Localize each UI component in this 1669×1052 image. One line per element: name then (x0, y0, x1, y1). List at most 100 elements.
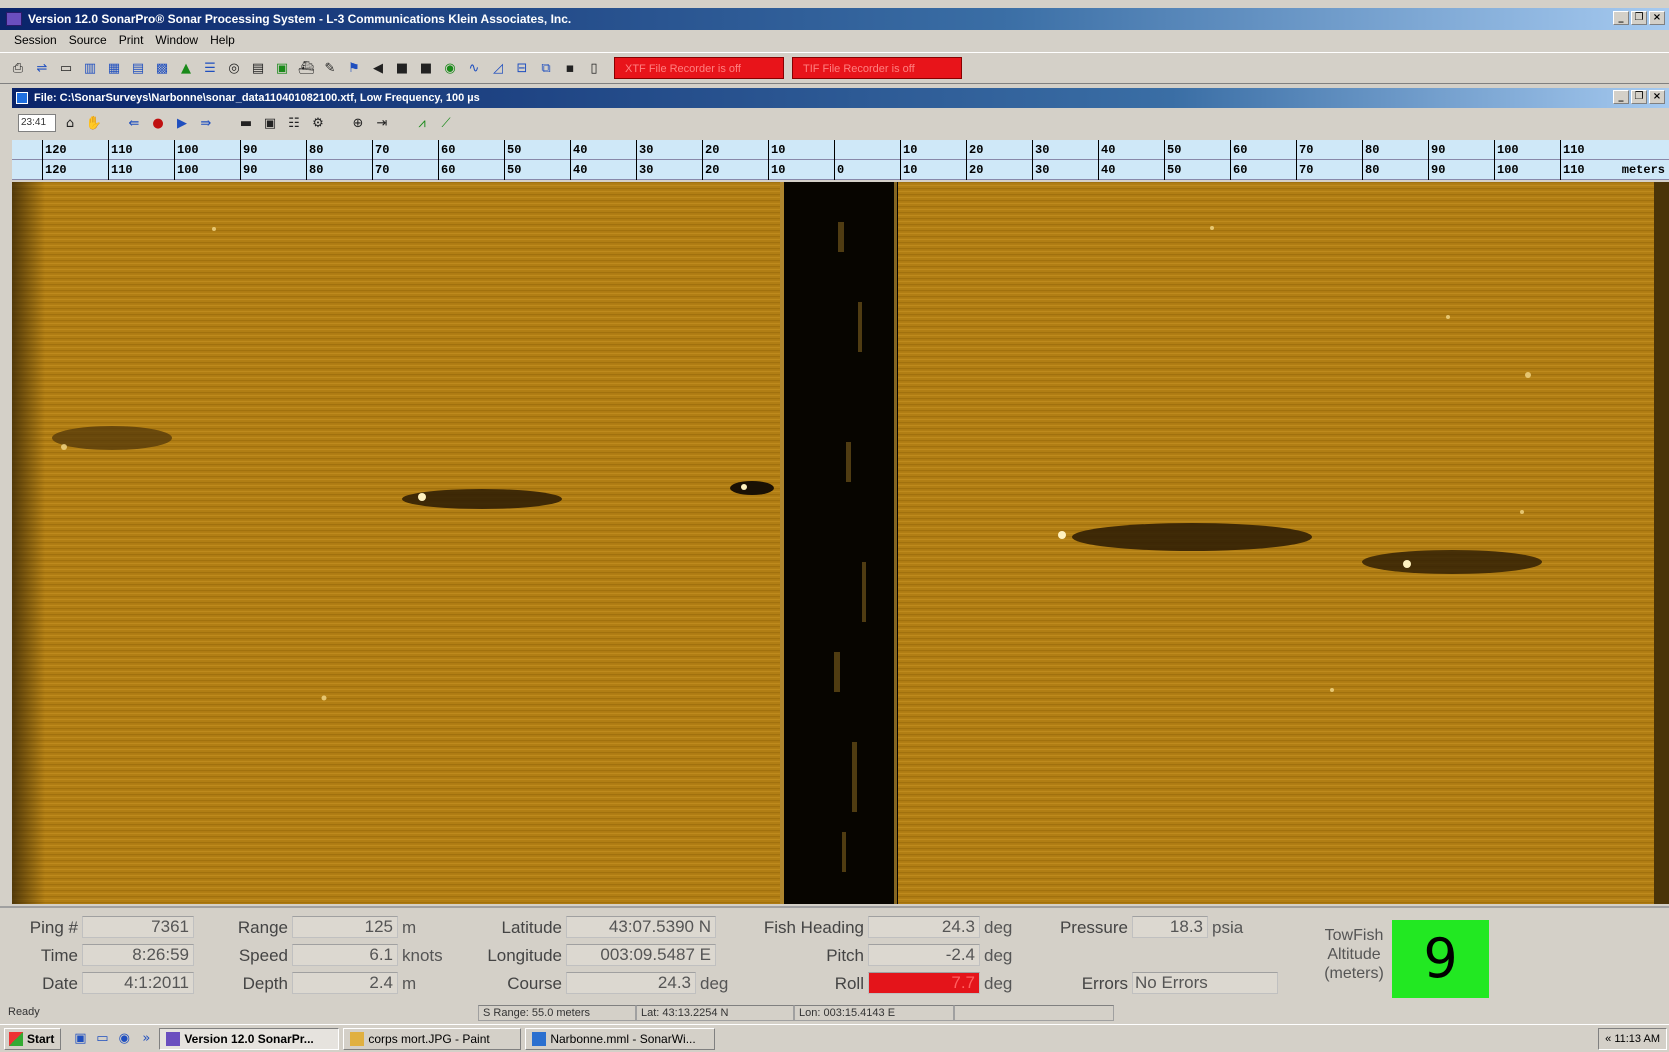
menu-help[interactable]: Help (210, 33, 235, 47)
fish-heading-label: Fish Heading (763, 918, 864, 937)
gear-icon[interactable]: ⚙ (312, 115, 324, 131)
child-minimize-button[interactable]: _ (1613, 90, 1629, 104)
pitch-value: -2.4 (868, 944, 980, 966)
task-sonarwiz[interactable]: Narbonne.mml - SonarWi... (525, 1027, 716, 1050)
range-tick: 80 (1362, 140, 1379, 160)
range-tick: 20 (702, 140, 719, 160)
menu-bar: Session Source Print Window Help (0, 30, 1669, 50)
range-tick: 10 (900, 140, 917, 160)
maximize-button[interactable]: ❐ (1631, 11, 1647, 25)
arrow-left-icon[interactable]: ◀ (373, 60, 383, 76)
range-tick: 70 (372, 140, 389, 160)
range-tick: 60 (438, 160, 455, 180)
depth-label: Depth (242, 974, 288, 993)
child-maximize-button[interactable]: ❐ (1631, 90, 1647, 104)
rewind-icon[interactable]: ⇚ (128, 115, 140, 131)
depth-unit: m (402, 974, 417, 993)
range-tick: 80 (306, 160, 323, 180)
speed-value: 6.1 (292, 944, 398, 966)
pressure-label: Pressure (1059, 918, 1128, 937)
range-tick: 20 (702, 160, 719, 180)
browser-icon[interactable]: ◉ (118, 1030, 131, 1046)
towfish-altitude-label: TowFish Altitude (meters) (1324, 927, 1384, 982)
quick-launch-more[interactable]: » (142, 1030, 151, 1046)
pitch-unit: deg (984, 946, 1013, 965)
tif-recorder-button[interactable]: TIF File Recorder is off (792, 57, 962, 79)
plot-icon[interactable]: ⟋ (441, 115, 451, 131)
course-value: 24.3 (566, 972, 696, 994)
play-icon[interactable]: ▶ (177, 115, 187, 131)
channels-icon[interactable]: ▥ (83, 60, 97, 76)
range-tick: 30 (1032, 140, 1049, 160)
range-tick: 50 (1164, 140, 1181, 160)
fish-heading-value: 24.3 (868, 916, 980, 938)
forward-icon[interactable]: ⇛ (200, 115, 212, 131)
range-tick: 40 (570, 140, 587, 160)
sonar-waterfall-image[interactable] (12, 182, 1669, 904)
list-icon[interactable]: ▤ (251, 60, 265, 76)
settings-list-icon[interactable]: ☷ (288, 115, 300, 131)
source-icon[interactable]: ▭ (59, 60, 73, 76)
range-tick: 30 (636, 160, 653, 180)
chart-icon[interactable]: ▣ (275, 60, 289, 76)
palette-icon[interactable]: ◉ (444, 60, 456, 76)
longitude-label: Longitude (487, 946, 562, 965)
menu-source[interactable]: Source (68, 33, 107, 47)
save-icon[interactable]: ▪ (565, 60, 575, 76)
layers-icon[interactable]: ☰ (204, 60, 216, 76)
task-paint[interactable]: corps mort.JPG - Paint (343, 1027, 522, 1050)
display-icon[interactable]: ▦ (107, 60, 121, 76)
start-button[interactable]: Start (4, 1027, 62, 1050)
window-icon[interactable]: ⧉ (541, 60, 551, 76)
table-icon[interactable]: ⊟ (516, 60, 528, 76)
range-tick: 110 (108, 140, 133, 160)
map-icon[interactable]: ▲ (181, 60, 191, 76)
system-tray-clock[interactable]: « 11:13 AM (1598, 1028, 1667, 1050)
range-tick: 60 (1230, 140, 1247, 160)
print-icon[interactable]: ⎙ (12, 60, 24, 76)
menu-session[interactable]: Session (14, 33, 57, 47)
time-display: 23:41 (18, 114, 56, 132)
pen-icon[interactable]: ✎ (324, 60, 336, 76)
status-longitude: Lon: 003:15.4143 E (794, 1005, 954, 1021)
folder-icon[interactable]: ▭ (96, 1030, 109, 1046)
hand-icon[interactable]: ✋ (85, 115, 103, 131)
sonarpro-icon (166, 1031, 181, 1046)
connect-icon[interactable]: ⇌ (36, 60, 48, 76)
menu-window[interactable]: Window (155, 33, 199, 47)
xtf-recorder-button[interactable]: XTF File Recorder is off (614, 57, 784, 79)
task-sonarpro[interactable]: Version 12.0 SonarPr... (159, 1027, 340, 1050)
main-toolbar: ⎙ ⇌ ▭ ▥ ▦ ▤ ▩ ▲ ☰ ◎ ▤ ▣ ⛴ ✎ ⚑ ◀ ■ ■ ◉ ∿ … (0, 52, 1669, 84)
ruler-icon[interactable]: ◿ (493, 60, 503, 76)
range-unit: m (402, 918, 417, 937)
sonarwiz-icon (532, 1031, 547, 1046)
close-button[interactable]: × (1649, 11, 1665, 25)
new-file-icon[interactable]: ▯ (590, 60, 598, 76)
speed-label: Speed (238, 946, 288, 965)
open-folder-icon[interactable]: ⌂ (65, 115, 75, 131)
gray-box-icon[interactable]: ■ (395, 60, 409, 76)
ship-icon[interactable]: ⛴ (297, 60, 315, 76)
menu-print[interactable]: Print (118, 33, 144, 47)
show-desktop-icon[interactable]: ▣ (74, 1030, 87, 1046)
errors-label: Errors (1081, 974, 1128, 993)
child-close-button[interactable]: × (1649, 90, 1665, 104)
range-tick (834, 140, 837, 160)
gray-box-2-icon[interactable]: ■ (419, 60, 433, 76)
waterfall-icon[interactable]: ▤ (131, 60, 145, 76)
tape-icon[interactable]: ▬ (239, 115, 253, 131)
minimize-button[interactable]: _ (1613, 11, 1629, 25)
zoom-in-icon[interactable]: ⊕ (352, 115, 364, 131)
monitor-icon[interactable]: ▣ (263, 115, 277, 131)
graph-icon[interactable]: ⩘ (418, 115, 426, 131)
flag-icon[interactable]: ⚑ (348, 60, 360, 76)
stop-icon[interactable]: ● (152, 115, 164, 131)
course-unit: deg (700, 974, 729, 993)
task-sonarwiz-label: Narbonne.mml - SonarWi... (550, 1031, 696, 1046)
align-icon[interactable]: ⇥ (376, 115, 388, 131)
range-tick: 70 (1296, 160, 1313, 180)
pitch-label: Pitch (826, 946, 864, 965)
grid-icon[interactable]: ▩ (155, 60, 169, 76)
wave-icon[interactable]: ∿ (468, 60, 480, 76)
target-icon[interactable]: ◎ (228, 60, 240, 76)
